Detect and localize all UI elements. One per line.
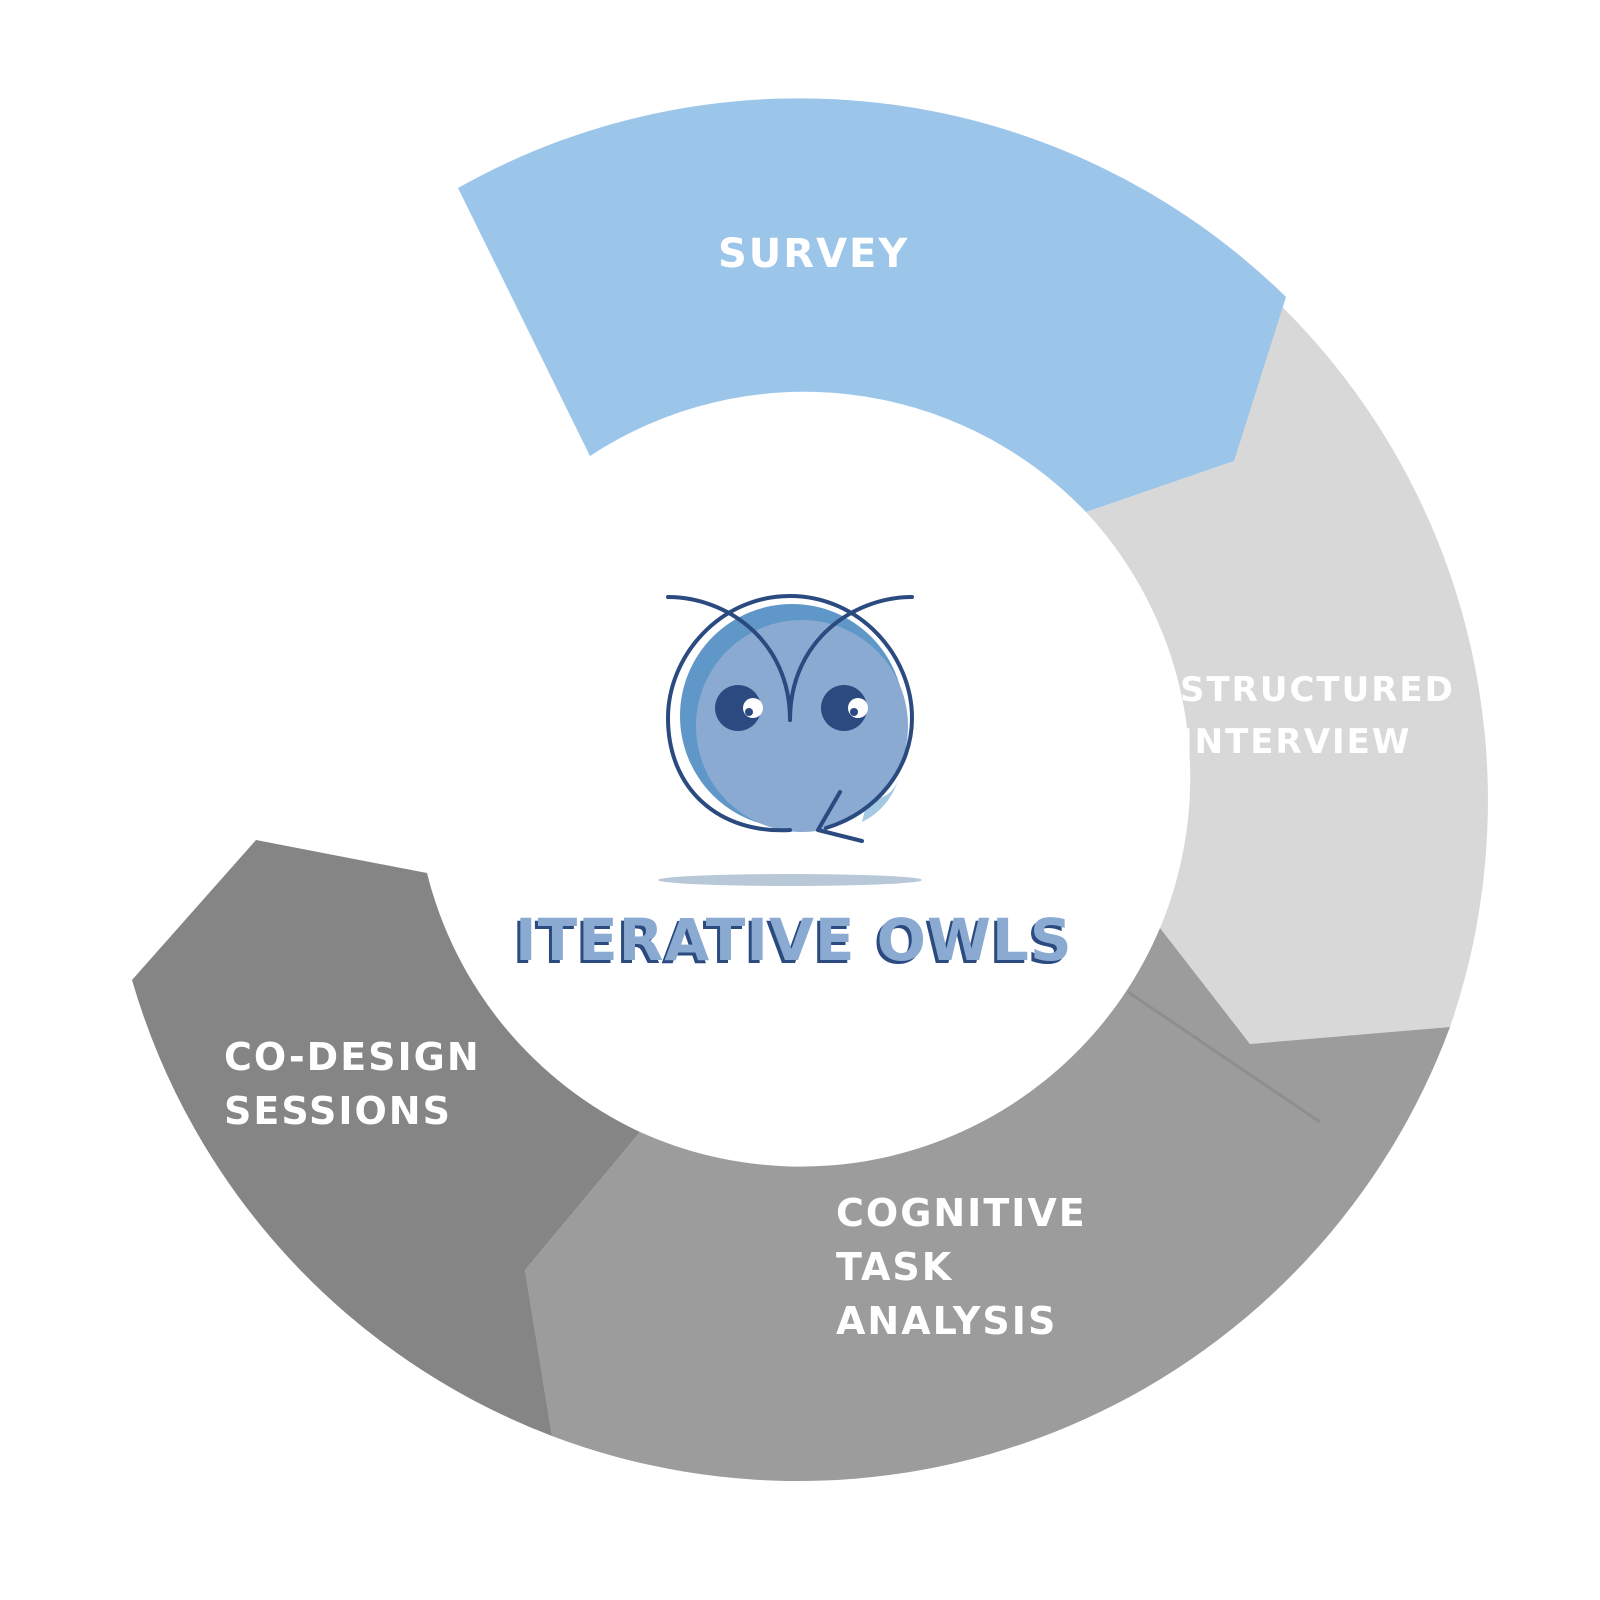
structured-interview-label-line: STRUCTURED (1180, 670, 1455, 710)
cognitive-task-analysis-label-line: TASK (836, 1245, 954, 1289)
structured-interview-label-line: INTERVIEW (1180, 722, 1412, 762)
co-design-sessions-label-line: CO-DESIGN (224, 1035, 481, 1079)
segment-survey (458, 98, 1286, 513)
segment-co-design-sessions (132, 840, 640, 1436)
structured-interview-label: STRUCTURED INTERVIEW (1180, 664, 1455, 768)
co-design-sessions-label-line: SESSIONS (224, 1089, 452, 1133)
owl-right-eye (821, 685, 867, 731)
owl-left-eye (715, 685, 761, 731)
co-design-sessions-label: CO-DESIGN SESSIONS (224, 1030, 481, 1138)
cognitive-task-analysis-label-line: ANALYSIS (836, 1299, 1058, 1343)
survey-label-line: SURVEY (718, 231, 910, 277)
segment-structured-interview (1086, 297, 1488, 1044)
owl-shadow (658, 874, 922, 886)
cognitive-task-analysis-label: COGNITIVE TASK ANALYSIS (836, 1186, 1087, 1348)
cognitive-task-analysis-label-line: COGNITIVE (836, 1191, 1087, 1235)
owl-icon (658, 593, 922, 886)
segment-seam (1127, 990, 1321, 1124)
survey-label: SURVEY (718, 226, 909, 282)
diagram-title: ITERATIVE OWLS (515, 906, 1073, 974)
segment-cognitive-task-analysis (525, 928, 1450, 1482)
